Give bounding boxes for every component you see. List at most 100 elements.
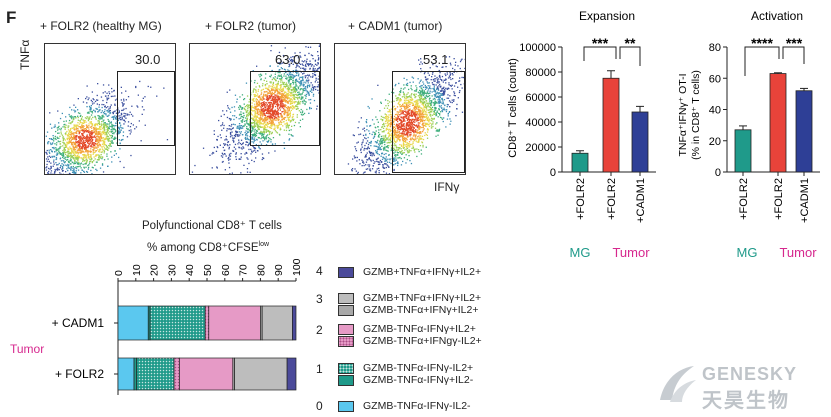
event-dot	[260, 103, 263, 105]
event-dot	[282, 93, 285, 95]
event-dot	[103, 111, 106, 113]
event-dot	[407, 130, 409, 133]
event-dot	[59, 143, 62, 145]
event-dot	[380, 142, 382, 144]
event-dot	[407, 152, 409, 154]
event-dot	[417, 105, 420, 107]
event-dot	[460, 83, 462, 86]
event-dot	[253, 118, 255, 120]
event-dot	[73, 104, 75, 106]
event-dot	[240, 139, 243, 141]
event-dot	[260, 109, 263, 112]
event-dot	[241, 127, 243, 129]
event-dot	[53, 138, 55, 140]
event-dot	[68, 136, 70, 138]
event-dot	[101, 156, 103, 158]
event-dot	[283, 75, 285, 77]
event-dot	[263, 137, 265, 139]
event-dot	[382, 124, 384, 126]
event-dot	[211, 167, 213, 169]
event-dot	[72, 133, 74, 135]
event-dot	[246, 118, 248, 120]
event-dot	[264, 83, 267, 86]
event-dot	[245, 138, 247, 140]
event-dot	[118, 131, 120, 133]
event-dot	[266, 109, 268, 111]
event-dot	[121, 127, 123, 129]
event-dot	[270, 74, 272, 76]
event-dot	[411, 102, 414, 104]
event-dot	[400, 87, 402, 90]
event-dot	[229, 118, 231, 120]
event-dot	[71, 116, 73, 118]
event-dot	[377, 136, 380, 138]
event-dot	[433, 83, 435, 86]
event-dot	[91, 133, 93, 135]
event-dot	[291, 102, 293, 105]
event-dot	[303, 87, 305, 90]
event-dot	[54, 135, 56, 138]
event-dot	[412, 142, 414, 145]
event-dot	[228, 153, 231, 155]
event-dot	[92, 126, 95, 129]
event-dot	[440, 85, 442, 87]
event-dot	[305, 46, 307, 48]
event-dot	[292, 119, 294, 122]
event-dot	[46, 131, 49, 133]
event-dot	[243, 114, 245, 117]
event-dot	[78, 147, 81, 149]
event-dot	[412, 131, 415, 133]
event-dot	[420, 137, 422, 139]
event-dot	[229, 89, 231, 91]
event-dot	[309, 90, 312, 92]
event-dot	[397, 135, 400, 137]
event-dot	[114, 99, 117, 101]
event-dot	[266, 97, 268, 99]
event-dot	[453, 94, 455, 96]
event-dot	[83, 140, 85, 142]
event-dot	[277, 96, 279, 98]
event-dot	[301, 84, 303, 86]
event-dot	[111, 139, 113, 142]
event-dot	[288, 85, 290, 87]
event-dot	[279, 78, 281, 80]
event-dot	[264, 117, 266, 119]
event-dot	[256, 108, 258, 110]
event-dot	[101, 151, 103, 154]
event-dot	[274, 128, 276, 130]
event-dot	[302, 88, 304, 90]
event-dot	[88, 145, 90, 148]
event-dot	[275, 83, 277, 86]
event-dot	[77, 159, 79, 161]
event-dot	[273, 125, 276, 127]
event-dot	[94, 158, 96, 160]
event-dot	[248, 101, 250, 103]
event-dot	[143, 109, 145, 111]
event-dot	[246, 127, 248, 130]
event-dot	[395, 155, 397, 157]
event-dot	[255, 131, 257, 133]
event-dot	[294, 101, 296, 103]
event-dot	[273, 89, 275, 91]
event-dot	[271, 113, 273, 115]
event-dot	[293, 86, 296, 88]
event-dot	[106, 115, 108, 117]
event-dot	[434, 104, 436, 106]
event-dot	[402, 117, 404, 119]
event-dot	[378, 145, 381, 147]
event-dot	[91, 161, 94, 163]
event-dot	[241, 116, 244, 118]
event-dot	[410, 87, 412, 89]
event-dot	[278, 95, 280, 98]
event-dot	[237, 127, 240, 129]
event-dot	[416, 114, 418, 116]
event-dot	[299, 101, 302, 103]
event-dot	[99, 128, 102, 130]
event-dot	[254, 119, 256, 121]
event-dot	[405, 129, 407, 131]
event-dot	[371, 119, 374, 121]
event-dot	[264, 118, 266, 120]
event-dot	[101, 137, 103, 139]
event-dot	[63, 142, 65, 144]
event-dot	[420, 95, 423, 98]
